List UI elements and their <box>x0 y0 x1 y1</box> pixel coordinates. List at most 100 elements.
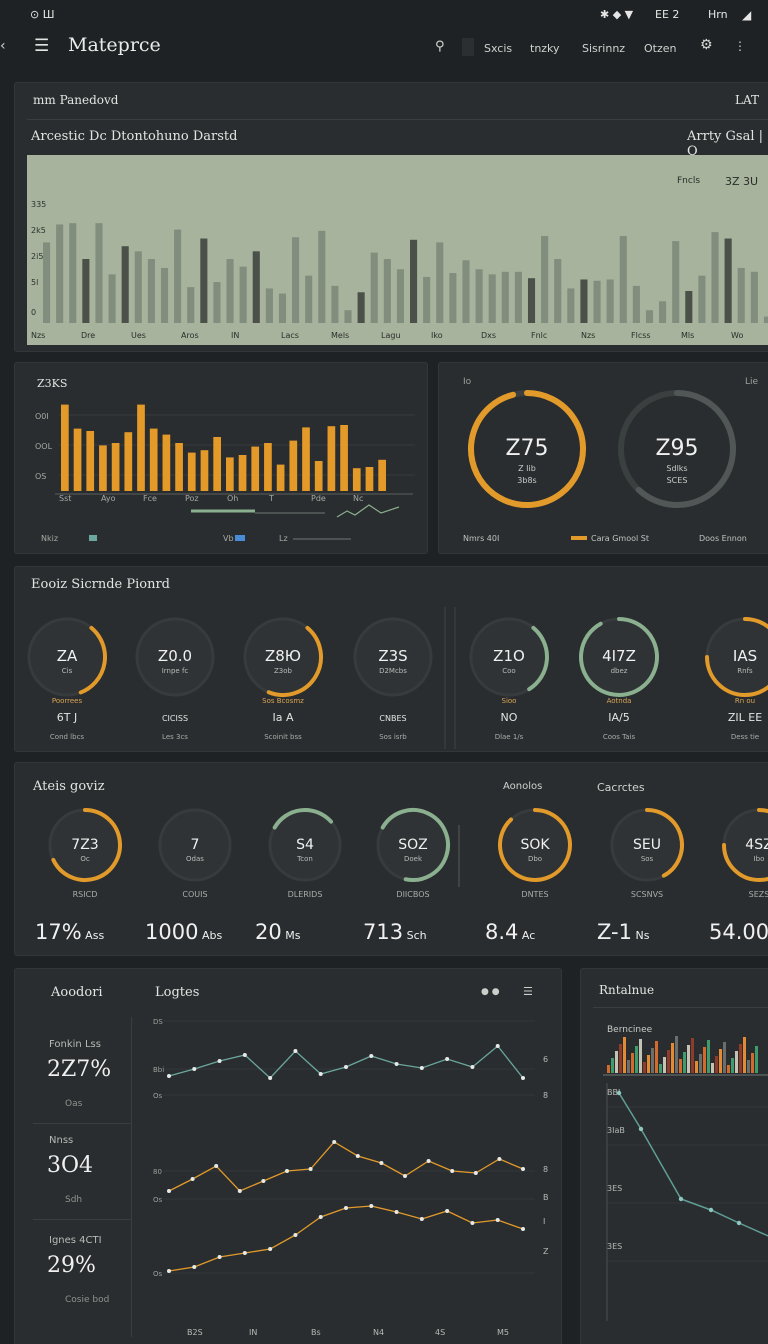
bar <box>213 437 221 491</box>
search-input[interactable] <box>462 38 474 56</box>
mini-bar <box>659 1064 662 1073</box>
gauge-sub: Cis <box>62 667 73 675</box>
gauge-stat-unit: Ac <box>518 929 535 942</box>
x-tick-label: Aros <box>181 331 199 340</box>
x-tick-label: IN <box>249 1328 257 1337</box>
y-tick-label-right: B <box>543 1193 549 1202</box>
data-point <box>369 1204 374 1208</box>
gauge-top-label: Sos Bcosmz <box>262 697 304 705</box>
mini-bar <box>675 1036 678 1073</box>
gauge-bottom-label: Cond lbcs <box>50 733 85 741</box>
gauge-sub: dbez <box>611 667 628 675</box>
bar <box>302 427 310 491</box>
section1-title: Eooiz Sicrnde Pionrd <box>31 577 171 592</box>
series-line <box>168 1141 524 1192</box>
bar <box>514 271 522 323</box>
gauge-value: 7 <box>191 837 200 853</box>
bar <box>554 259 562 323</box>
legend-label: Lz <box>279 534 288 543</box>
mini-bar <box>743 1037 746 1073</box>
bar <box>82 259 90 323</box>
legend-label: Doos Ennon <box>699 534 747 543</box>
y-tick-label: 335 <box>31 200 46 209</box>
nav-item-2[interactable]: tnzky <box>530 42 560 55</box>
menu-lines-icon[interactable]: ☰ <box>523 985 533 998</box>
gauge-arc <box>266 625 323 697</box>
gauge-caption: COUIS <box>182 890 207 899</box>
bar-panel-title: Z3KS <box>37 377 68 390</box>
inner-label: Fncls <box>677 176 700 186</box>
bar <box>527 278 536 323</box>
search-icon[interactable]: ⚲ <box>435 39 445 54</box>
bar <box>685 291 693 323</box>
gauge-caption: DLERIDS <box>288 890 323 899</box>
nav-item-1[interactable]: Sxcis <box>484 42 513 55</box>
gauge-bottom-label: Coos Tais <box>603 733 636 741</box>
more-icon[interactable]: ⋮ <box>734 39 746 53</box>
gauge-row-2: Ateis goviz Aonolos Cacrctes 7Z3 Oc RSICD 1… <box>14 762 768 956</box>
settings-icon[interactable]: ⚙ <box>700 37 713 53</box>
data-point <box>308 1167 313 1171</box>
bar <box>606 279 614 323</box>
x-tick-label: Lacs <box>281 331 299 340</box>
data-point <box>318 1215 323 1219</box>
mini-bar <box>627 1060 630 1073</box>
gauge-corner-right: Lie <box>745 377 759 387</box>
data-point <box>394 1210 399 1214</box>
section2-label-mid: Aonolos <box>503 781 543 792</box>
mini-bar <box>715 1056 718 1073</box>
lines-right-title: Logtes <box>155 985 200 1000</box>
gauge-bottom-label: Scoinit bss <box>264 733 302 741</box>
y-tick-label: 3IaB <box>607 1126 625 1135</box>
gauge-value: SOK <box>520 837 550 853</box>
mini-bar <box>619 1044 622 1073</box>
gauge-value: Z8Ю <box>265 647 301 665</box>
data-point <box>450 1169 455 1173</box>
mini-bar <box>647 1055 650 1073</box>
gauge-arc <box>635 390 736 508</box>
data-point <box>192 1067 197 1071</box>
data-point <box>217 1255 222 1259</box>
bar <box>352 468 361 491</box>
bar <box>276 464 285 491</box>
x-tick-label: 4S <box>435 1328 445 1337</box>
y-tick-label: 5l <box>31 278 38 287</box>
gauge-sub: Coo <box>502 667 515 675</box>
gauge-sub: Ibo <box>754 855 765 863</box>
gauge-arc <box>722 808 768 882</box>
gauge-stat-unit: Ms <box>282 929 301 942</box>
bar <box>147 259 155 323</box>
x-tick-label: Wo <box>731 331 743 340</box>
back-icon[interactable]: ‹ <box>0 38 6 54</box>
gauge-sub: Rnfs <box>737 667 753 675</box>
bar <box>659 301 667 323</box>
mini-bar <box>719 1049 722 1073</box>
legend-dots-icon[interactable]: ● ● <box>481 987 500 997</box>
menu-icon[interactable]: ☰ <box>34 36 50 56</box>
status-time: Hrn <box>708 8 728 21</box>
nav-item-4[interactable]: Otzen <box>644 42 677 55</box>
gauge-mid-label: Ia A <box>272 711 293 724</box>
data-point <box>167 1189 171 1193</box>
gauge-sub: Irnpe fc <box>162 667 189 675</box>
mini-bar <box>679 1059 682 1073</box>
gauge-caption: SCSNVS <box>631 890 663 899</box>
y-tick-label: OS <box>35 472 46 481</box>
panel-header-right: LAT <box>735 93 759 107</box>
gauge-stat-unit: Ass <box>82 929 105 942</box>
data-point <box>369 1054 374 1058</box>
bar-chart: Fncls 3Z 3U 335 2k5 2i5 5l 0 Nzs Dre Ues Aros IN Lac… <box>27 155 768 345</box>
gauge-top-label: Aotnda <box>607 697 632 705</box>
x-tick-label: Flcss <box>631 331 651 340</box>
bar <box>383 259 391 323</box>
data-point <box>736 1220 742 1226</box>
x-tick-label: Ues <box>131 331 146 340</box>
gauge-top-label: Rn ou <box>735 697 755 705</box>
bar <box>162 434 171 491</box>
x-tick-label: Nzs <box>581 331 595 340</box>
right-panel-sub: Berncinee <box>607 1025 653 1035</box>
bar <box>365 467 374 491</box>
data-point <box>470 1065 475 1069</box>
mini-bar <box>615 1051 618 1073</box>
nav-item-3[interactable]: Sisrinnz <box>582 42 626 55</box>
